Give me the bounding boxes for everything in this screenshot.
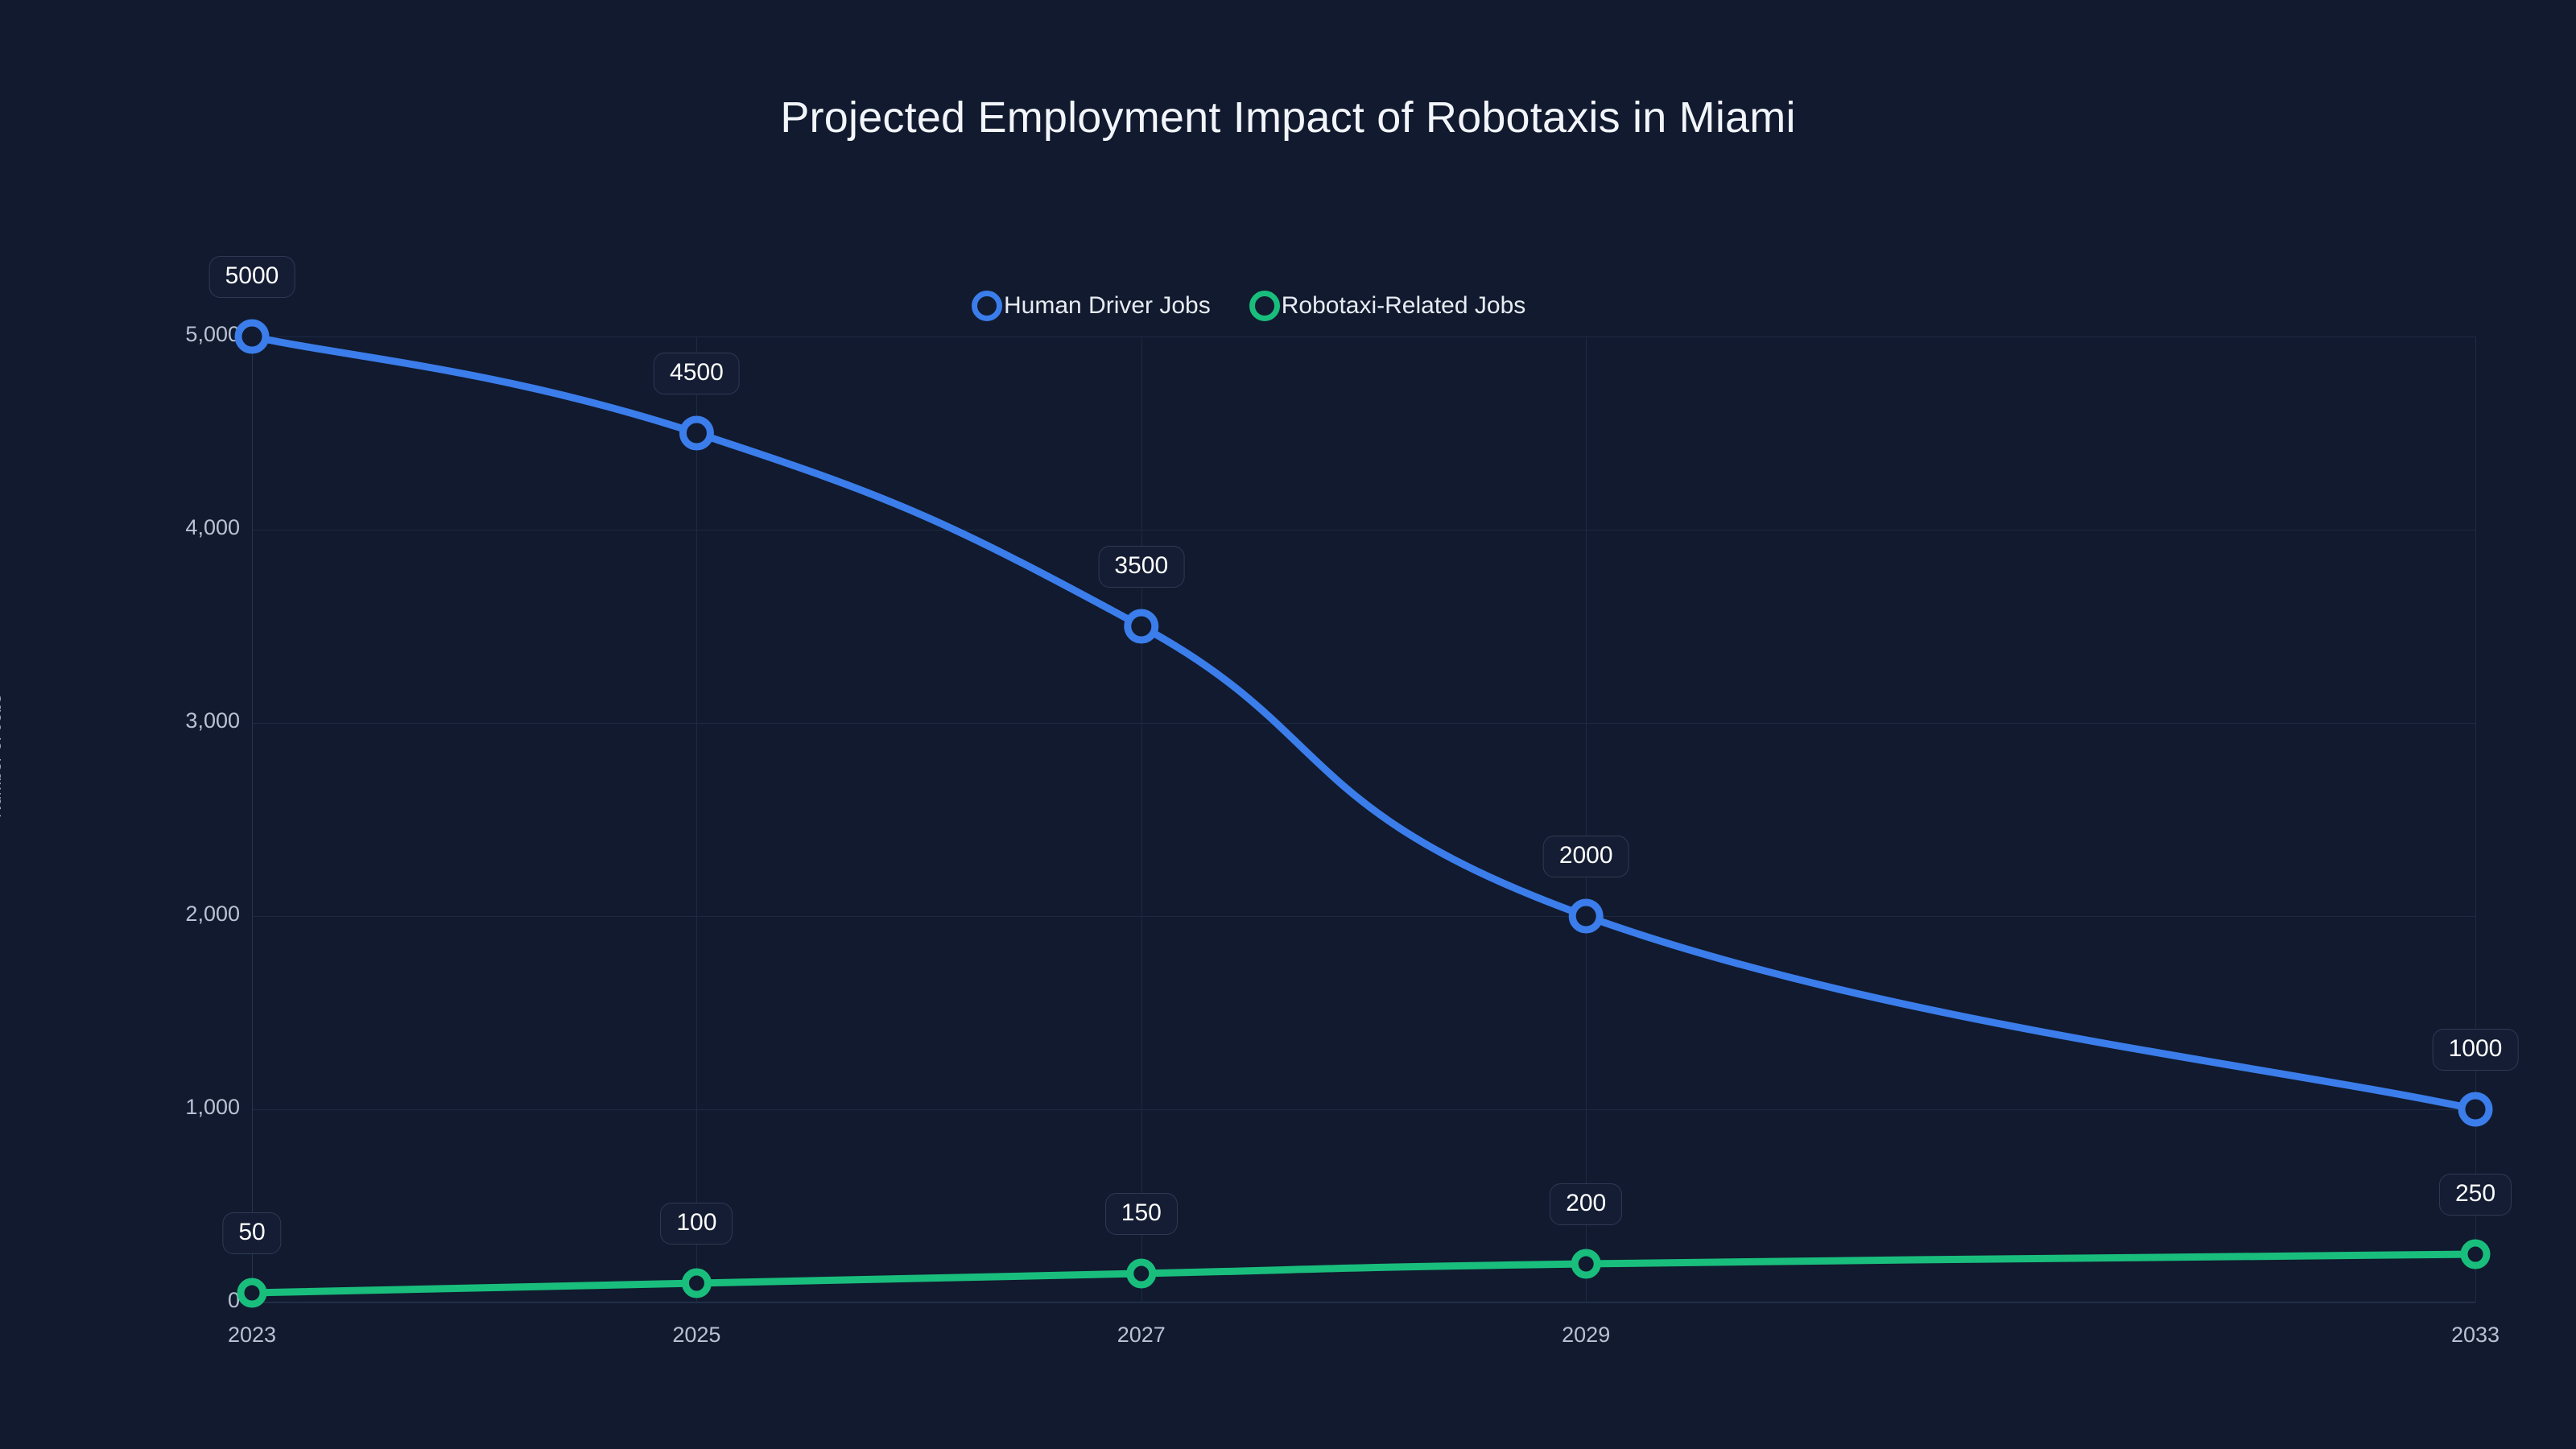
gridline-horizontal: [252, 1109, 2475, 1110]
ring-marker-icon: [972, 291, 1002, 321]
ring-marker-icon: [1249, 291, 1280, 321]
gridline-horizontal: [252, 336, 2475, 337]
data-point-marker[interactable]: [679, 415, 714, 451]
y-axis-tick-label: 5,000: [185, 322, 240, 346]
y-axis-tick-label: 0: [227, 1288, 240, 1312]
data-point-label: 2000: [1542, 836, 1629, 877]
series-line: [248, 332, 2479, 1113]
chart-legend: Human Driver Jobs Robotaxi-Related Jobs: [972, 288, 1525, 324]
data-point-label: 1000: [2432, 1029, 2519, 1071]
data-point-marker[interactable]: [234, 319, 270, 354]
data-point-label: 5000: [208, 256, 295, 298]
x-axis-tick-label: 2025: [672, 1323, 721, 1347]
gridline-vertical: [2475, 336, 2476, 1302]
data-point-label: 3500: [1098, 546, 1185, 588]
y-axis-tick-label: 3,000: [185, 708, 240, 733]
series-layer: [234, 319, 2493, 1308]
chart-title: Projected Employment Impact of Robotaxis…: [780, 93, 1796, 142]
gridline-vertical: [1586, 336, 1587, 1302]
data-point-marker[interactable]: [237, 1278, 267, 1308]
legend-item-human-driver-jobs[interactable]: Human Driver Jobs: [972, 291, 1211, 321]
data-point-label: 100: [660, 1203, 733, 1245]
data-point-marker[interactable]: [1126, 1258, 1157, 1289]
data-point-marker[interactable]: [1568, 898, 1604, 934]
legend-label: Robotaxi-Related Jobs: [1281, 292, 1526, 319]
gridline-horizontal: [252, 916, 2475, 917]
data-point-label: 50: [222, 1212, 282, 1254]
series-line: [248, 1250, 2479, 1297]
y-axis-line: [252, 336, 253, 1302]
y-axis-tick-label: 4,000: [185, 515, 240, 539]
plot-area: 5000 4500 3500 2000 1000 50 100 150 200 250: [208, 256, 2519, 1308]
data-point-label: 150: [1104, 1193, 1178, 1235]
x-axis-tick-label: 2023: [227, 1323, 277, 1347]
gridline-horizontal: [252, 1302, 2475, 1303]
x-axis-tick-label: 2027: [1117, 1323, 1166, 1347]
data-point-marker[interactable]: [1124, 609, 1159, 644]
legend-label: Human Driver Jobs: [1004, 292, 1211, 319]
data-point-marker[interactable]: [2458, 1092, 2493, 1127]
data-point-marker[interactable]: [1571, 1249, 1601, 1279]
y-axis-title: Number of Jobs: [0, 694, 5, 818]
data-point-marker[interactable]: [2460, 1239, 2491, 1269]
x-axis-tick-label: 2033: [2450, 1323, 2500, 1347]
y-axis-tick-label: 1,000: [185, 1095, 240, 1119]
data-point-label: 250: [2438, 1174, 2512, 1216]
data-point-label: 200: [1550, 1183, 1623, 1225]
gridline-vertical: [1141, 336, 1142, 1302]
data-point-marker[interactable]: [681, 1268, 712, 1298]
y-axis-tick-label: 2,000: [185, 902, 240, 926]
x-axis-tick-label: 2029: [1562, 1323, 1611, 1347]
gridline-horizontal: [252, 723, 2475, 724]
legend-item-robotaxi-related-jobs[interactable]: Robotaxi-Related Jobs: [1249, 291, 1526, 321]
gridline-vertical: [696, 336, 698, 1302]
data-point-label: 4500: [654, 353, 740, 394]
